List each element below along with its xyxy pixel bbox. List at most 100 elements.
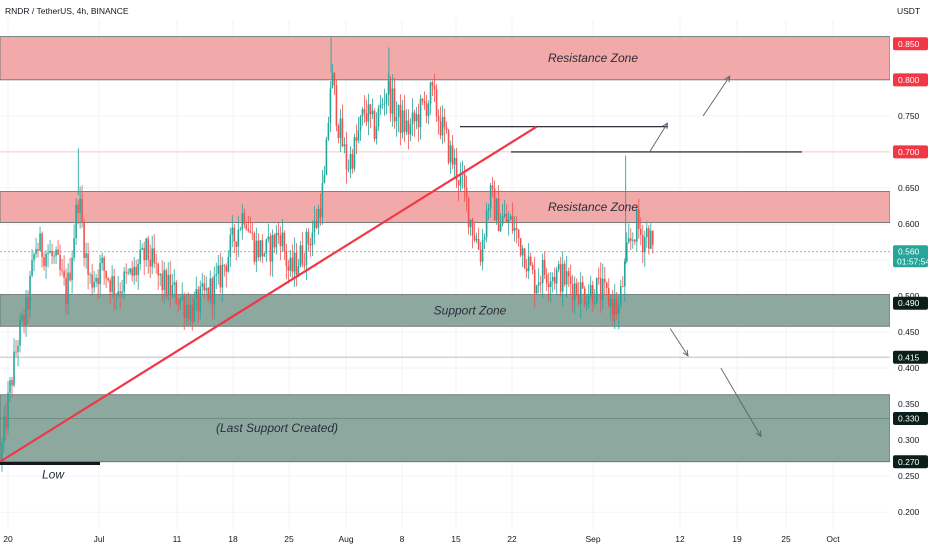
x-tick-label: 12 [675,534,685,544]
price-tag-label: 0.415 [898,352,920,362]
candle-body [105,270,107,279]
candle-body [433,85,436,90]
candle-body [213,275,216,304]
candle-body [135,266,137,276]
time-axis[interactable]: 20 Jul 11 18 25 Aug 8 15 22 Sep 12 19 25 Oct [0,530,932,550]
zone-label: Resistance Zone [548,51,638,65]
candle-body [625,242,628,262]
x-tick-label: Aug [338,534,353,544]
x-tick-label: 15 [451,534,461,544]
candle-body [23,315,25,325]
candle-body [642,234,644,253]
candle-body [603,278,606,283]
candle-body [133,266,135,276]
candle-body [495,198,498,221]
candle-body [635,209,638,242]
candle-body [541,259,544,284]
candle-body [415,114,418,122]
candle-body [271,234,274,262]
candle-body [407,120,410,135]
candle-body [41,233,43,258]
candle-body [137,263,139,276]
x-tick-label: 25 [781,534,791,544]
candle-body [555,269,558,284]
candle-body [189,304,192,320]
candle-body [29,275,31,310]
candle-body [3,416,5,443]
zones [0,36,891,463]
candle-body [427,103,430,116]
candle-body [239,229,242,231]
candle-body [567,271,570,277]
candle-body [267,236,270,240]
arrow-head [682,349,689,357]
candle-body [367,104,370,122]
candle-body [513,228,516,231]
candle-body [445,127,448,131]
candle-body [553,276,556,284]
candle-body [413,112,416,122]
candle-body [195,289,198,299]
x-tick-label: 20 [3,534,13,544]
candle-body [597,277,600,279]
candle-body [303,264,306,266]
candle-body [77,204,79,213]
candle-body [493,188,496,221]
candle-body [615,299,618,315]
candle-body [547,283,550,288]
candle-body [447,130,450,163]
candle-body [129,268,131,273]
candle-body [327,122,330,140]
candle-body [487,208,490,211]
candle-body [595,277,598,303]
candle-body [319,208,322,218]
price-tag [893,455,928,469]
candle-body [285,251,288,267]
candle-body [287,266,290,271]
y-tick-label: 0.750 [898,111,920,121]
candle-body [652,230,654,245]
candle-body [355,137,358,141]
x-tick-label: 18 [228,534,238,544]
y-tick-label: 0.200 [898,507,920,517]
candle-body [405,120,408,132]
candle-body [53,255,55,257]
candle-body [401,110,404,133]
candle-body [149,259,151,267]
price-tag-label: 0.850 [898,39,920,49]
candle-body [491,185,494,189]
candle-body [235,241,238,247]
candle-body [537,282,540,286]
candle-body [305,231,308,265]
candle-body [627,238,630,243]
candle-body [299,245,302,267]
candle-body [479,249,482,262]
candle-body [385,94,388,104]
candle-body [397,104,400,117]
candle-body [163,270,166,291]
candle-body [325,139,328,176]
candle-body [153,248,155,264]
candle-body [505,213,508,223]
candle-body [521,248,524,256]
candle-body [317,208,320,228]
candle-body [193,298,196,322]
price-tag [893,350,928,364]
candle-body [469,219,472,228]
candle-body [439,121,442,136]
candle-body [575,283,578,295]
candle-body [609,298,612,307]
candle-body [221,264,224,288]
candle-body [357,130,360,141]
candle-body [61,269,63,272]
candle-body [79,198,81,213]
candle-body [551,276,554,281]
price-axis[interactable]: 0.2000.2500.3000.3500.4000.4500.5000.550… [890,0,932,550]
drawings [0,75,762,466]
candle-body [19,320,21,346]
candle-body [371,110,374,115]
candle-body [207,287,210,300]
candle-body [255,240,258,262]
candle-body [379,104,382,109]
